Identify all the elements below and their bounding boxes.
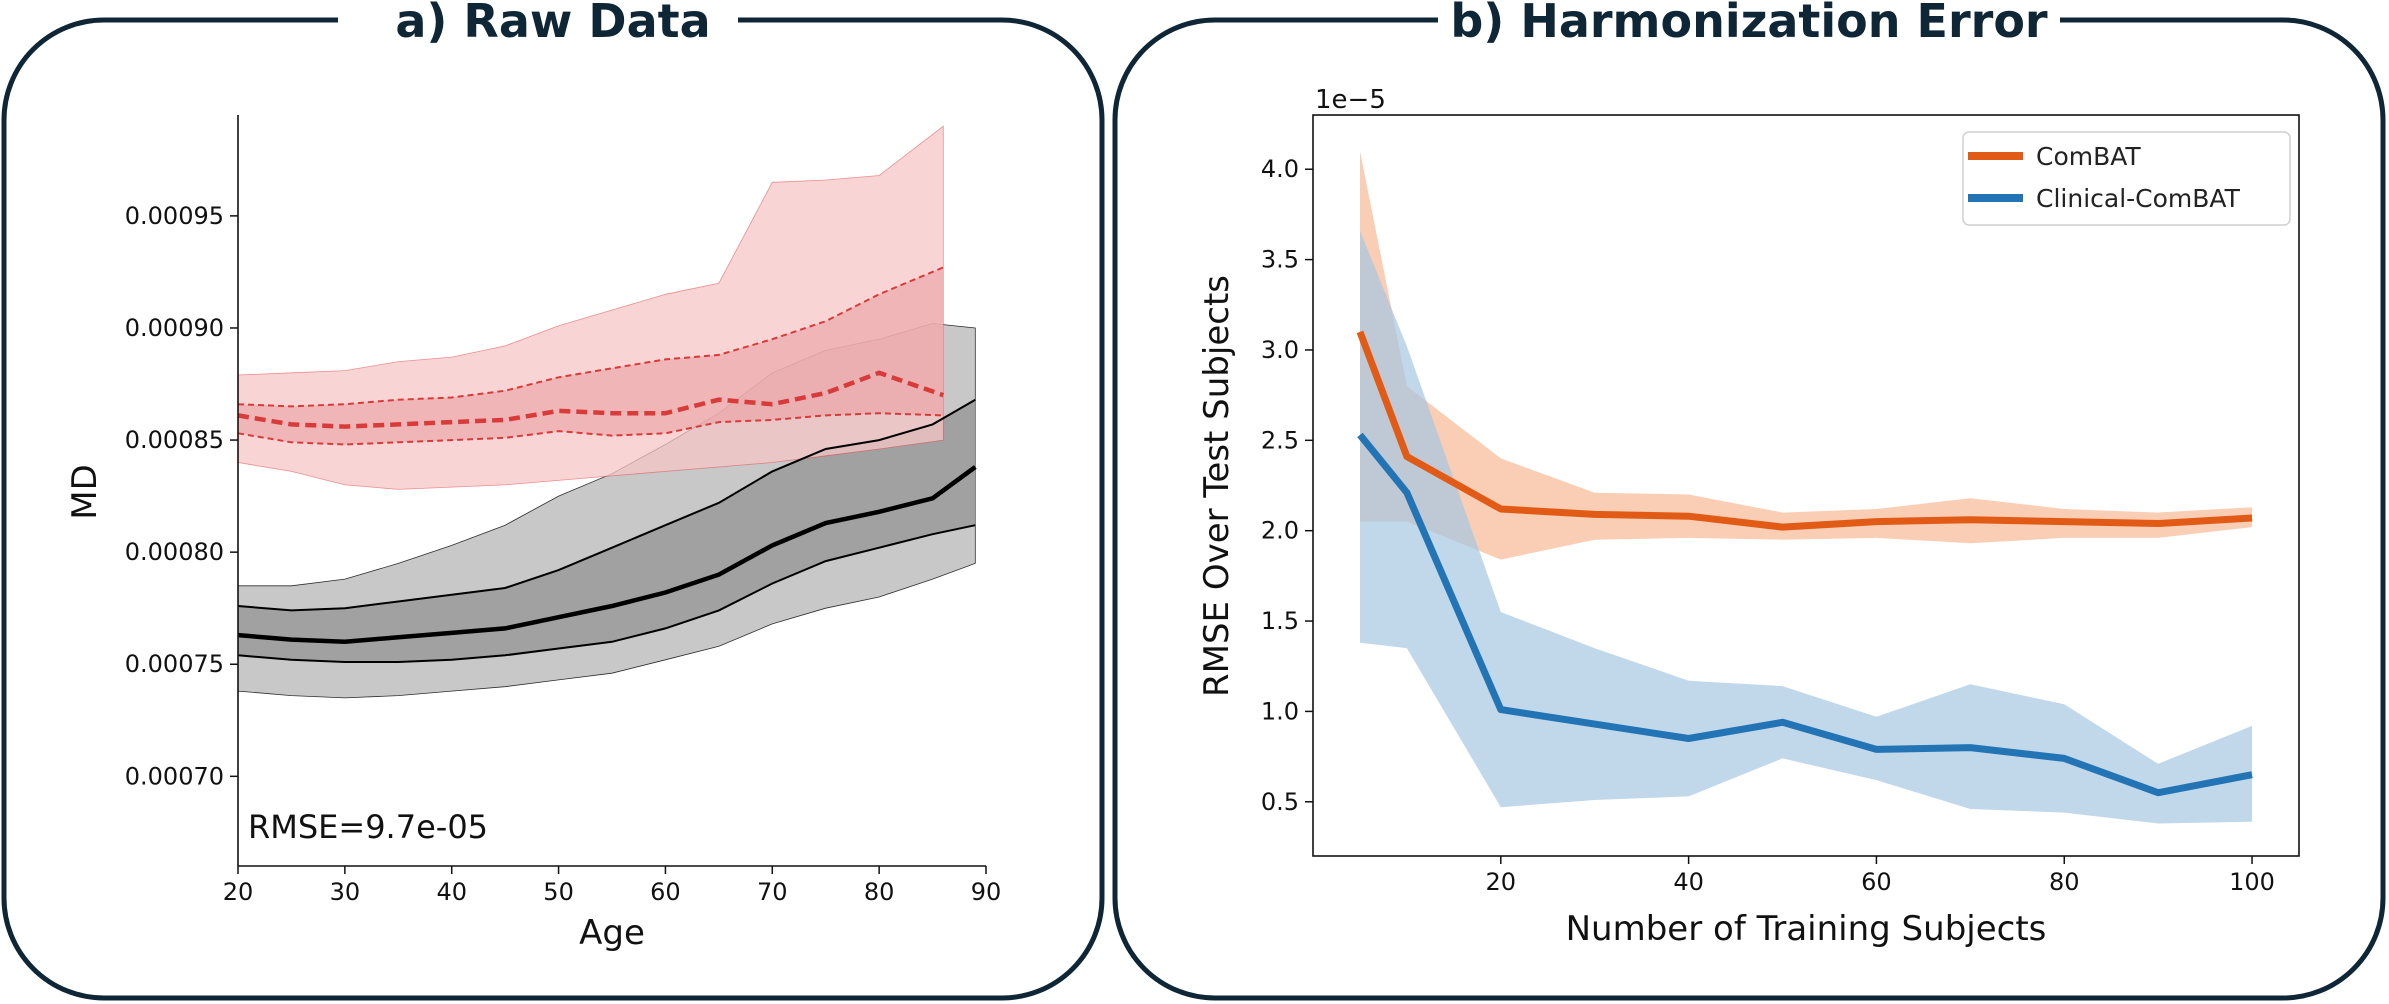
raw-data-plot: 20 30 40 50 60 70 80 90 0.000700.000750.000800.… bbox=[65, 115, 1001, 953]
harmonization-error-plot: 20 40 60 80 100 0.5 1.0 1.5 2.0 2.5 3.0 3.5 4.0 1e−… bbox=[1197, 85, 2300, 949]
red-inner-low-line bbox=[237, 412, 944, 446]
x-tick-label: 20 bbox=[1486, 868, 1517, 896]
rmse-annotation: RMSE=9.7e-05 bbox=[248, 808, 488, 846]
y-tick-label: 3.0 bbox=[1261, 336, 1299, 364]
panel-b-title: b) Harmonization Error bbox=[1450, 0, 2048, 48]
raw-data-lines bbox=[237, 266, 977, 663]
x-tick-label: 60 bbox=[650, 878, 681, 906]
harmonization-bands bbox=[1360, 151, 2252, 824]
harmonization-y-label: RMSE Over Test Subjects bbox=[1197, 275, 1237, 697]
black-inner-high-line bbox=[237, 398, 976, 612]
y-tick-label: 0.00070 bbox=[125, 762, 224, 790]
y-tick-label: 1.5 bbox=[1261, 607, 1299, 635]
y-tick-label: 2.5 bbox=[1261, 426, 1299, 454]
panel-a-title-gap bbox=[338, 0, 738, 40]
x-tick-label: 60 bbox=[1861, 868, 1892, 896]
y-tick-label: 0.00090 bbox=[125, 314, 224, 342]
x-tick-label: 100 bbox=[2229, 868, 2275, 896]
y-tick-label: 0.5 bbox=[1261, 788, 1299, 816]
y-tick-label: 0.00095 bbox=[125, 202, 224, 230]
x-tick-label: 90 bbox=[971, 878, 1002, 906]
y-tick-label: 3.5 bbox=[1261, 246, 1299, 274]
legend-label-clinical-combat: Clinical-ComBAT bbox=[2036, 184, 2241, 213]
harmonization-y-ticks: 0.5 1.0 1.5 2.0 2.5 3.0 3.5 4.0 bbox=[1261, 155, 1313, 816]
x-tick-label: 80 bbox=[2049, 868, 2080, 896]
panel-a-title: a) Raw Data bbox=[395, 0, 710, 48]
panel-b-title-gap bbox=[1438, 0, 2060, 40]
raw-data-y-label: MD bbox=[65, 464, 105, 520]
y-tick-label: 0.00085 bbox=[125, 426, 224, 454]
black-inner-band bbox=[238, 399, 976, 662]
red-inner-high-line bbox=[237, 266, 944, 408]
line-clinical-combat bbox=[1357, 432, 2253, 797]
y-tick-label: 4.0 bbox=[1261, 155, 1299, 183]
harmonization-plot-frame bbox=[1312, 114, 2300, 857]
raw-data-y-ticks: 0.00070 0.00075 0.00080 0.00085 0.00090 0.000… bbox=[125, 202, 238, 790]
x-tick-label: 30 bbox=[330, 878, 361, 906]
legend: ComBAT Clinical-ComBAT bbox=[1962, 131, 2291, 226]
red-median-line bbox=[237, 370, 945, 429]
x-tick-label: 70 bbox=[757, 878, 788, 906]
line-combat bbox=[1356, 330, 2253, 531]
x-tick-label: 40 bbox=[436, 878, 467, 906]
y-tick-label: 0.00080 bbox=[125, 538, 224, 566]
legend-label-combat: ComBAT bbox=[2036, 142, 2141, 171]
harmonization-x-ticks: 20 40 60 80 100 bbox=[1486, 856, 2275, 896]
y-exponent-label: 1e−5 bbox=[1315, 85, 1386, 115]
x-tick-label: 50 bbox=[543, 878, 574, 906]
harmonization-x-label: Number of Training Subjects bbox=[1566, 909, 2047, 949]
red-inner-band bbox=[238, 267, 944, 445]
band-clinical-combat bbox=[1360, 230, 2252, 824]
y-tick-label: 0.00075 bbox=[125, 650, 224, 678]
harmonization-lines bbox=[1356, 330, 2253, 797]
x-tick-label: 80 bbox=[864, 878, 895, 906]
black-inner-low-line bbox=[237, 524, 976, 663]
raw-data-bands bbox=[237, 125, 976, 699]
raw-data-x-ticks: 20 30 40 50 60 70 80 90 bbox=[223, 866, 1002, 906]
legend-box bbox=[1962, 131, 2291, 226]
y-tick-label: 2.0 bbox=[1261, 517, 1299, 545]
black-median-line bbox=[237, 465, 977, 645]
x-tick-label: 20 bbox=[223, 878, 254, 906]
x-tick-label: 40 bbox=[1673, 868, 1704, 896]
y-tick-label: 1.0 bbox=[1261, 697, 1299, 725]
raw-data-x-label: Age bbox=[579, 913, 645, 953]
